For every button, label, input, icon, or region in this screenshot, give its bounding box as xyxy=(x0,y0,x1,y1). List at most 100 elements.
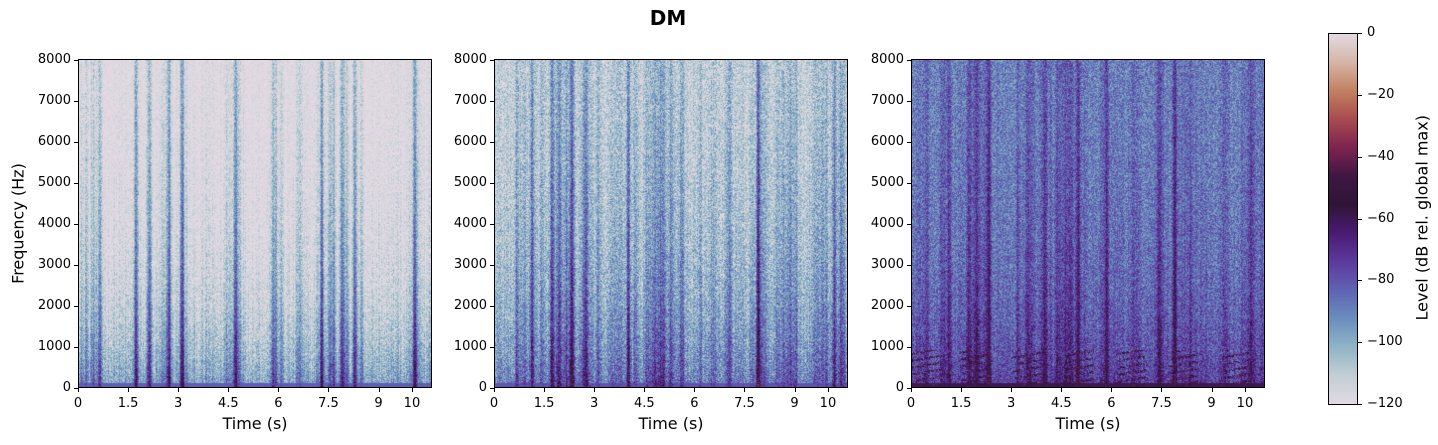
x-tick-mark xyxy=(278,388,280,392)
y-tick-mark xyxy=(74,347,78,348)
y-tick-mark xyxy=(907,101,911,102)
x-tick-label: 3 xyxy=(174,396,183,411)
spectrogram-panel-3 xyxy=(911,59,1265,388)
y-tick-mark xyxy=(907,142,911,143)
colorbar xyxy=(1328,33,1358,405)
spectrogram-image-1 xyxy=(79,60,431,387)
y-tick-label: 5000 xyxy=(453,175,487,190)
y-tick-label: 3000 xyxy=(870,257,904,272)
x-tick-label: 4.5 xyxy=(633,396,655,411)
x-tick-label: 3 xyxy=(590,396,599,411)
y-tick-mark xyxy=(907,388,911,389)
spectrogram-image-3 xyxy=(912,60,1264,387)
colorbar-tick-mark xyxy=(1358,94,1362,96)
x-tick-label: 3 xyxy=(1007,396,1016,411)
y-tick-label: 8000 xyxy=(37,52,71,67)
y-tick-mark xyxy=(74,142,78,143)
colorbar-tick-label: −20 xyxy=(1367,86,1395,102)
x-axis-label: Time (s) xyxy=(1055,414,1121,433)
x-tick-label: 1.5 xyxy=(117,396,139,411)
x-tick-mark xyxy=(644,388,646,392)
y-tick-label: 1000 xyxy=(453,339,487,354)
y-tick-mark xyxy=(907,60,911,61)
x-tick-mark xyxy=(911,388,912,392)
colorbar-tick-label: −120 xyxy=(1367,396,1403,411)
y-tick-mark xyxy=(74,265,78,266)
y-tick-label: 5000 xyxy=(870,175,904,190)
x-tick-mark xyxy=(1061,388,1063,392)
spectrogram-panel-1 xyxy=(78,59,432,388)
x-tick-label: 9 xyxy=(1207,396,1216,411)
x-tick-label: 10 xyxy=(403,396,421,411)
x-tick-label: 1.5 xyxy=(950,396,972,411)
y-tick-mark xyxy=(907,347,911,348)
x-tick-mark xyxy=(1161,388,1163,392)
y-tick-label: 4000 xyxy=(37,216,71,231)
y-tick-label: 6000 xyxy=(453,134,487,149)
colorbar-tick-label: −100 xyxy=(1367,334,1403,350)
x-tick-label: 7.5 xyxy=(1151,396,1172,411)
y-tick-mark xyxy=(907,306,911,307)
x-tick-mark xyxy=(1011,388,1013,392)
y-tick-mark xyxy=(74,183,78,184)
x-tick-label: 4.5 xyxy=(217,396,239,411)
y-tick-label: 4000 xyxy=(870,216,904,231)
x-tick-label: 9 xyxy=(374,396,383,411)
x-axis-label: Time (s) xyxy=(638,414,704,433)
y-tick-label: 8000 xyxy=(870,52,904,67)
x-tick-label: 10 xyxy=(819,396,837,411)
x-axis-label: Time (s) xyxy=(222,414,288,433)
colorbar-tick-mark xyxy=(1358,218,1362,220)
colorbar-label: Level (dB rel. global max) xyxy=(1412,115,1432,321)
x-tick-label: 9 xyxy=(790,396,799,411)
y-tick-mark xyxy=(490,306,494,307)
x-tick-mark xyxy=(411,388,413,392)
y-tick-label: 6000 xyxy=(870,134,904,149)
y-tick-label: 4000 xyxy=(453,216,487,231)
x-tick-label: 4.5 xyxy=(1050,396,1072,411)
colorbar-tick-mark xyxy=(1358,156,1362,158)
colorbar-tick-mark xyxy=(1358,280,1362,282)
y-tick-mark xyxy=(490,101,494,102)
y-tick-mark xyxy=(907,224,911,225)
y-tick-label: 0 xyxy=(895,380,904,395)
x-tick-mark xyxy=(794,388,796,392)
x-tick-label: 0 xyxy=(906,396,916,411)
y-tick-label: 1000 xyxy=(870,339,904,354)
x-tick-mark xyxy=(744,388,746,392)
y-tick-mark xyxy=(490,224,494,225)
y-tick-mark xyxy=(490,142,494,143)
x-tick-label: 6 xyxy=(690,396,699,411)
x-tick-mark xyxy=(1111,388,1113,392)
y-tick-mark xyxy=(490,183,494,184)
x-tick-mark xyxy=(1211,388,1213,392)
y-tick-mark xyxy=(490,388,494,389)
x-tick-label: 7.5 xyxy=(734,396,755,411)
y-tick-mark xyxy=(490,265,494,266)
y-tick-mark xyxy=(907,265,911,266)
y-tick-mark xyxy=(74,306,78,307)
x-tick-mark xyxy=(128,388,130,392)
y-axis-label: Frequency (Hz) xyxy=(8,163,28,284)
figure-title: DM xyxy=(649,6,687,30)
spectrogram-image-2 xyxy=(495,60,847,387)
colorbar-tick-label: 0 xyxy=(1367,25,1376,40)
y-tick-label: 0 xyxy=(62,380,71,395)
y-tick-mark xyxy=(74,101,78,102)
x-tick-label: 6 xyxy=(274,396,283,411)
y-tick-label: 3000 xyxy=(37,257,71,272)
colorbar-tick-label: −40 xyxy=(1367,148,1395,164)
y-tick-label: 7000 xyxy=(37,93,71,108)
x-tick-mark xyxy=(228,388,230,392)
colorbar-tick-mark xyxy=(1358,342,1362,344)
y-tick-mark xyxy=(490,347,494,348)
x-tick-mark xyxy=(328,388,330,392)
colorbar-tick-mark xyxy=(1358,404,1362,405)
y-tick-label: 8000 xyxy=(453,52,487,67)
y-tick-label: 7000 xyxy=(870,93,904,108)
y-tick-label: 2000 xyxy=(37,298,71,313)
x-tick-label: 7.5 xyxy=(318,396,339,411)
x-tick-mark xyxy=(961,388,963,392)
x-tick-mark xyxy=(1244,388,1246,392)
x-tick-mark xyxy=(78,388,79,392)
